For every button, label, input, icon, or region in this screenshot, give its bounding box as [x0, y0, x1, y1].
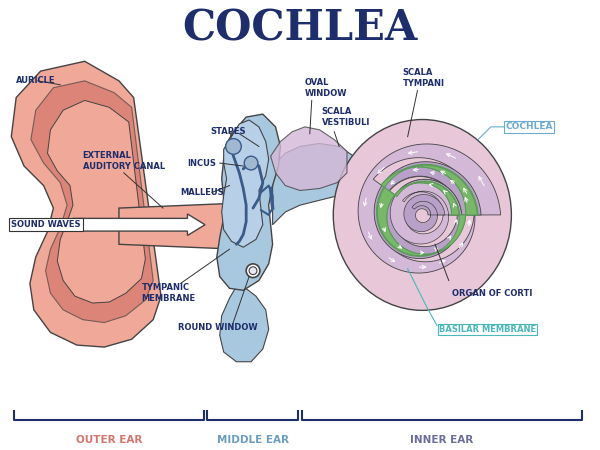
Ellipse shape: [333, 120, 511, 310]
Polygon shape: [220, 286, 269, 362]
Text: BASILAR MEMBRANE: BASILAR MEMBRANE: [439, 325, 536, 334]
FancyArrow shape: [73, 214, 205, 235]
Polygon shape: [404, 194, 445, 232]
Text: EXTERNAL
AUDITORY CANAL: EXTERNAL AUDITORY CANAL: [83, 151, 165, 171]
Polygon shape: [358, 144, 500, 273]
Circle shape: [226, 139, 241, 154]
Circle shape: [244, 156, 258, 170]
Text: STAPES: STAPES: [210, 127, 245, 136]
Text: AURICLE: AURICLE: [16, 76, 56, 86]
Circle shape: [249, 267, 257, 274]
Polygon shape: [31, 81, 153, 323]
Polygon shape: [271, 127, 347, 190]
Circle shape: [246, 264, 260, 278]
Text: SCALA
TYMPANI: SCALA TYMPANI: [403, 68, 445, 88]
Polygon shape: [47, 100, 145, 303]
Text: OUTER EAR: OUTER EAR: [76, 435, 142, 445]
Polygon shape: [11, 61, 161, 347]
Text: COCHLEA: COCHLEA: [182, 8, 418, 50]
Text: SOUND WAVES: SOUND WAVES: [11, 220, 81, 229]
Text: OVAL
WINDOW: OVAL WINDOW: [305, 78, 347, 98]
Text: MIDDLE EAR: MIDDLE EAR: [217, 435, 289, 445]
Text: MALLEUS: MALLEUS: [181, 188, 224, 197]
Polygon shape: [390, 180, 461, 244]
Text: COCHLEA: COCHLEA: [506, 122, 553, 131]
Polygon shape: [374, 162, 481, 259]
Text: INNER EAR: INNER EAR: [410, 435, 473, 445]
Polygon shape: [217, 114, 280, 290]
Text: TYMPANIC
MEMBRANE: TYMPANIC MEMBRANE: [142, 283, 196, 303]
Polygon shape: [272, 144, 361, 225]
Text: INCUS: INCUS: [187, 158, 217, 167]
Polygon shape: [222, 120, 269, 247]
Polygon shape: [377, 164, 478, 256]
Polygon shape: [377, 165, 477, 256]
Text: ORGAN OF CORTI: ORGAN OF CORTI: [452, 289, 532, 298]
Text: ROUND WINDOW: ROUND WINDOW: [178, 323, 257, 332]
Polygon shape: [119, 203, 236, 249]
Text: SCALA
VESTIBULI: SCALA VESTIBULI: [322, 107, 370, 127]
